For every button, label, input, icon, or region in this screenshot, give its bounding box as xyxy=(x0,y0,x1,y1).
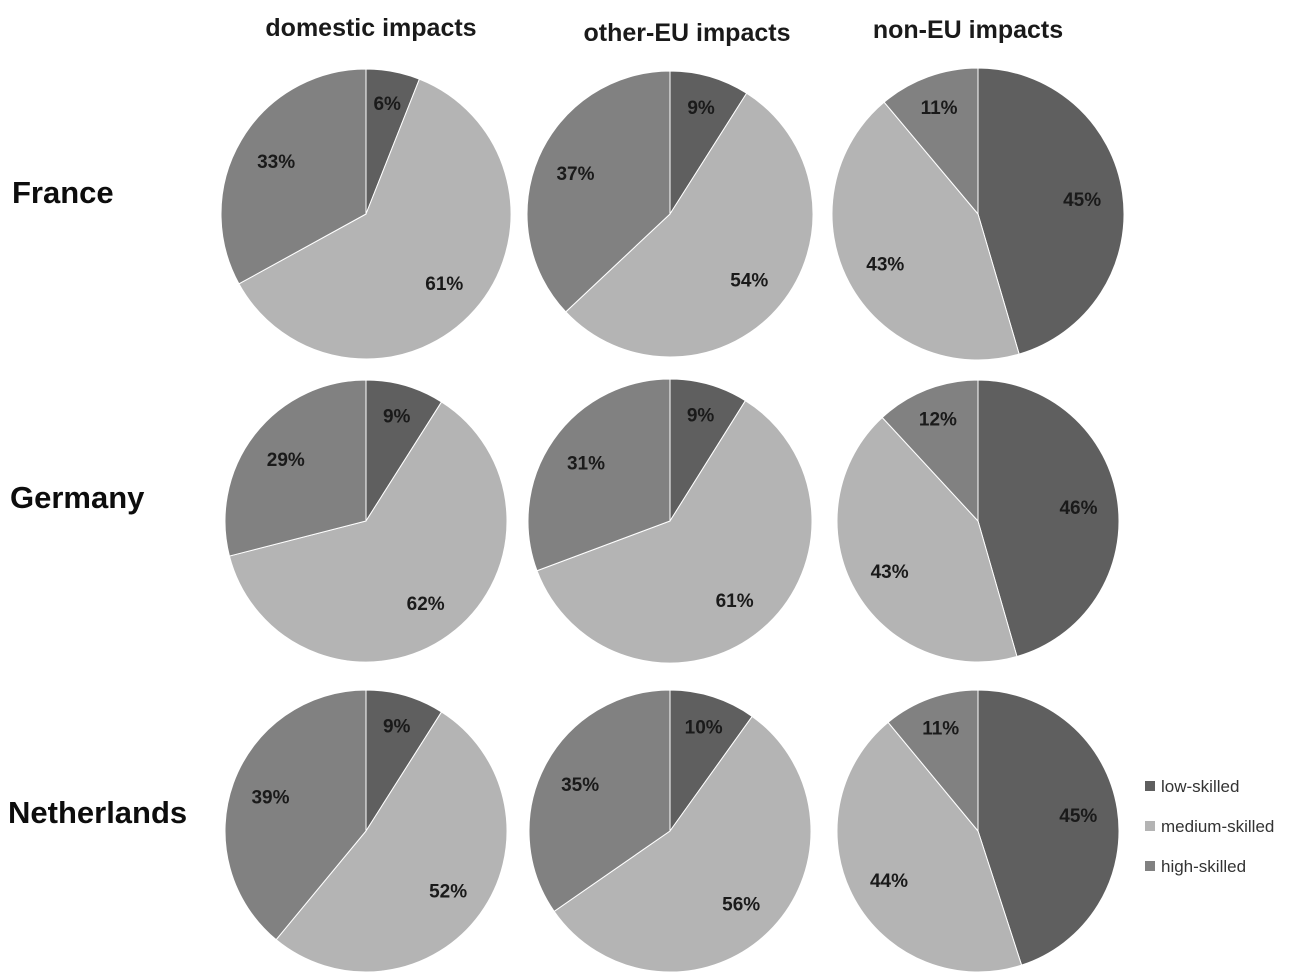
slice-low-skilled xyxy=(365,689,443,833)
legend: low-skilled medium-skilled high-skilled xyxy=(1145,777,1274,876)
legend-swatch-low-skilled xyxy=(1145,781,1155,791)
slice-label-high-skilled: 11% xyxy=(921,98,958,119)
slice-label-low-skilled: 9% xyxy=(687,98,715,119)
slice-label-medium-skilled: 56% xyxy=(722,894,760,915)
slice-medium-skilled xyxy=(238,78,512,360)
slice-label-medium-skilled: 61% xyxy=(716,591,754,612)
legend-label-low-skilled: low-skilled xyxy=(1161,777,1239,796)
slice-label-high-skilled: 33% xyxy=(257,152,295,173)
slice-low-skilled xyxy=(669,689,753,833)
pie-france-domestic-impacts: 6% 61% 33% xyxy=(220,68,512,360)
slice-label-medium-skilled: 44% xyxy=(870,871,908,892)
legend-label-high-skilled: high-skilled xyxy=(1161,857,1246,876)
slice-medium-skilled xyxy=(836,721,1023,973)
row-title-france: France xyxy=(12,175,114,210)
slice-high-skilled xyxy=(881,379,979,523)
slice-high-skilled xyxy=(220,68,367,285)
slice-label-low-skilled: 45% xyxy=(1059,806,1097,827)
column-title-non-eu: non-EU impacts xyxy=(873,16,1063,44)
slice-high-skilled xyxy=(224,689,367,941)
slice-label-low-skilled: 9% xyxy=(383,716,411,737)
slice-low-skilled xyxy=(977,689,1120,966)
slice-label-high-skilled: 39% xyxy=(251,788,289,809)
slice-label-low-skilled: 45% xyxy=(1063,190,1101,211)
pie-france-non-eu-impacts: 45% 43% 11% xyxy=(831,67,1125,361)
pie-germany-domestic-impacts: 9% 62% 29% xyxy=(224,379,508,663)
slice-label-high-skilled: 31% xyxy=(567,454,605,475)
row-title-netherlands: Netherlands xyxy=(8,795,187,830)
pie-germany-non-eu-impacts: 46% 43% 12% xyxy=(836,379,1120,663)
pie-germany-other-eu-impacts: 9% 61% 31% xyxy=(527,378,813,664)
column-title-other-eu: other-EU impacts xyxy=(584,19,791,47)
slice-label-medium-skilled: 52% xyxy=(429,882,467,903)
pie-france-other-eu-impacts: 9% 54% 37% xyxy=(526,70,814,358)
slice-label-medium-skilled: 61% xyxy=(425,274,463,295)
slice-label-medium-skilled: 43% xyxy=(866,255,904,276)
slice-high-skilled xyxy=(887,689,979,833)
slice-medium-skilled xyxy=(553,715,812,973)
slice-high-skilled xyxy=(883,67,979,216)
column-title-domestic: domestic impacts xyxy=(265,14,476,42)
slice-label-low-skilled: 10% xyxy=(685,717,723,738)
slice-label-low-skilled: 9% xyxy=(383,406,411,427)
slice-medium-skilled xyxy=(565,92,814,358)
slice-low-skilled xyxy=(977,379,1120,658)
slice-label-high-skilled: 37% xyxy=(556,164,594,185)
slice-high-skilled xyxy=(224,379,367,557)
slice-label-medium-skilled: 62% xyxy=(407,594,445,615)
slice-label-low-skilled: 9% xyxy=(687,406,715,427)
row-titles: France Germany Netherlands xyxy=(8,175,187,830)
legend-swatch-medium-skilled xyxy=(1145,821,1155,831)
slice-medium-skilled xyxy=(275,711,508,973)
slice-low-skilled xyxy=(669,378,747,523)
slice-medium-skilled xyxy=(831,101,1020,361)
slice-low-skilled xyxy=(669,70,748,216)
slice-label-medium-skilled: 43% xyxy=(871,562,909,583)
slice-label-low-skilled: 6% xyxy=(373,94,401,115)
slice-label-high-skilled: 35% xyxy=(561,775,599,796)
slice-label-high-skilled: 29% xyxy=(267,450,305,471)
slice-medium-skilled xyxy=(836,416,1018,663)
slice-high-skilled xyxy=(526,70,671,313)
slice-low-skilled xyxy=(977,67,1125,355)
legend-label-medium-skilled: medium-skilled xyxy=(1161,817,1274,836)
slice-low-skilled xyxy=(365,379,443,523)
pie-netherlands-domestic-impacts: 9% 52% 39% xyxy=(224,689,508,973)
slice-medium-skilled xyxy=(228,401,508,663)
slice-label-low-skilled: 46% xyxy=(1059,498,1097,519)
slice-high-skilled xyxy=(527,378,671,572)
legend-swatch-high-skilled xyxy=(1145,861,1155,871)
pies-group: 6% 61% 33% 9% 54% 37% 45% 43% 11% 9% 62% 29% 9% 61% 31… xyxy=(220,67,1125,973)
slice-label-medium-skilled: 54% xyxy=(730,271,768,292)
column-titles: domestic impacts other-EU impacts non-EU… xyxy=(265,14,1063,47)
pie-netherlands-other-eu-impacts: 10% 56% 35% xyxy=(528,689,812,973)
pie-netherlands-non-eu-impacts: 45% 44% 11% xyxy=(836,689,1120,973)
row-title-germany: Germany xyxy=(10,480,145,515)
slice-label-high-skilled: 12% xyxy=(919,410,957,431)
slice-high-skilled xyxy=(528,689,671,913)
slice-medium-skilled xyxy=(536,399,813,664)
slice-label-high-skilled: 11% xyxy=(922,719,959,740)
